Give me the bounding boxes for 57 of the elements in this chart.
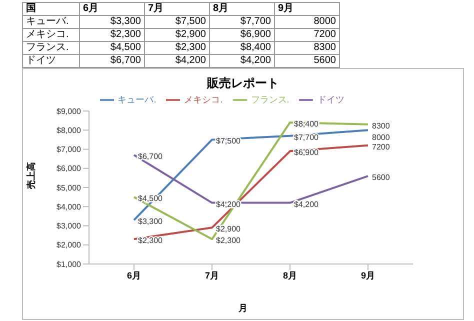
y-tick-label: $8,000 xyxy=(56,126,82,135)
data-label: $6,900 xyxy=(294,148,320,158)
chart-title: 販売レポート xyxy=(206,75,280,92)
text: 8000 xyxy=(314,16,336,27)
category-label: 6月 xyxy=(83,3,99,14)
legend-label: フランス. xyxy=(250,94,290,104)
text: $6,900 xyxy=(240,29,271,40)
text: $4,200 xyxy=(240,55,271,66)
text: 5600 xyxy=(314,55,336,66)
data-label: $3,300 xyxy=(138,217,164,226)
text: フランス. xyxy=(26,42,69,53)
text: $2,900 xyxy=(175,29,206,40)
data-label: $4,200 xyxy=(294,200,320,209)
data-label: $2,300 xyxy=(138,236,164,246)
legend-label: ドイツ xyxy=(317,94,344,104)
y-tick-label: $9,000 xyxy=(56,106,82,116)
x-tick-label: 6月 xyxy=(126,270,142,280)
text: ドイツ xyxy=(26,55,56,66)
text: $4,500 xyxy=(110,42,141,53)
text: メキシコ. xyxy=(26,29,69,40)
x-axis-title: 月 xyxy=(238,302,248,315)
text: $4,200 xyxy=(175,55,206,66)
text: $8,400 xyxy=(240,42,271,53)
y-tick-label: $4,000 xyxy=(56,202,82,212)
category-label: 8月 xyxy=(213,3,229,14)
data-label: $6,700 xyxy=(138,152,164,161)
y-tick-label: $5,000 xyxy=(56,183,82,192)
x-tick-label: 9月 xyxy=(360,270,376,280)
category-label: 9月 xyxy=(278,3,294,14)
category-label: 7月 xyxy=(148,3,164,14)
text: キューバ. xyxy=(26,16,69,27)
y-tick-label: $2,000 xyxy=(56,240,82,250)
text: $7,500 xyxy=(175,16,206,27)
y-axis-title: 売上高 xyxy=(25,162,37,189)
x-tick-label: 7月 xyxy=(204,270,220,280)
y-tick-label: $3,000 xyxy=(56,222,82,231)
data-label: $7,500 xyxy=(216,136,242,146)
data-label: 5600 xyxy=(372,173,390,182)
text: $3,300 xyxy=(110,16,141,27)
y-tick-label: $7,000 xyxy=(56,145,82,154)
text: $2,300 xyxy=(110,29,141,40)
text: 国 xyxy=(22,2,80,16)
y-tick-label: $1,000 xyxy=(56,260,82,269)
data-label: 7200 xyxy=(372,142,390,152)
legend-label: メキシコ. xyxy=(184,94,223,104)
data-label: 8000 xyxy=(372,133,390,142)
text: $7,700 xyxy=(240,16,271,27)
x-tick-label: 8月 xyxy=(282,270,298,280)
text: $6,700 xyxy=(110,55,141,66)
data-label: $2,300 xyxy=(216,236,242,246)
y-tick-label: $6,000 xyxy=(56,164,82,174)
text: $2,300 xyxy=(175,42,206,53)
text: 8300 xyxy=(314,42,336,53)
data-label: $7,700 xyxy=(294,132,320,142)
data-label: 8300 xyxy=(372,121,390,130)
legend-label: キューバ. xyxy=(118,94,156,104)
text: 7200 xyxy=(314,29,336,40)
